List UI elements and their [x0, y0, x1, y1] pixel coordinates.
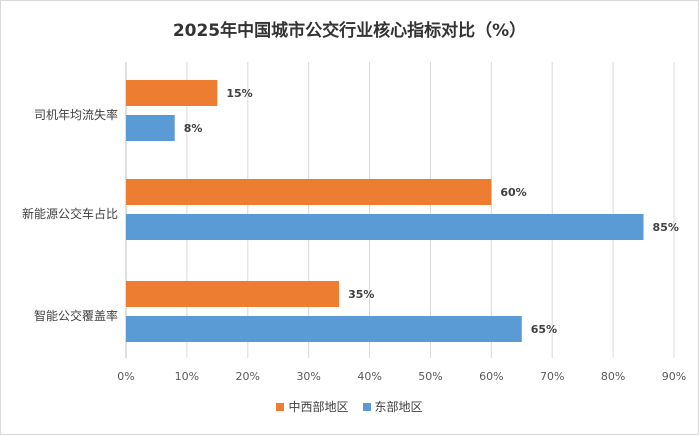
- legend-swatch-central-west: [276, 402, 285, 411]
- x-tick-label: 90%: [662, 370, 686, 383]
- category-label: 司机年均流失率: [34, 107, 118, 122]
- bar: [126, 316, 522, 342]
- legend-label-east: 东部地区: [374, 400, 423, 414]
- category-label: 智能公交覆盖率: [34, 308, 118, 323]
- data-label: 15%: [226, 87, 252, 100]
- data-label: 60%: [500, 186, 526, 199]
- category-label: 新能源公交车占比: [22, 206, 118, 221]
- x-tick-label: 30%: [296, 370, 320, 383]
- legend-item-central-west: 中西部地区: [276, 398, 349, 415]
- x-tick-label: 50%: [418, 370, 442, 383]
- bar: [126, 214, 644, 240]
- x-tick-label: 80%: [601, 370, 625, 383]
- bar: [126, 80, 218, 106]
- data-label: 35%: [348, 288, 374, 301]
- bar: [126, 179, 492, 205]
- x-tick-label: 70%: [540, 370, 564, 383]
- bar: [126, 115, 175, 141]
- legend-swatch-east: [362, 402, 371, 411]
- data-label: 8%: [184, 122, 203, 135]
- x-tick-label: 60%: [479, 370, 503, 383]
- data-label: 65%: [531, 323, 557, 336]
- chart-title: 2025年中国城市公交行业核心指标对比（%）: [172, 21, 527, 41]
- x-tick-label: 40%: [357, 370, 381, 383]
- x-tick-label: 10%: [175, 370, 199, 383]
- bar: [126, 281, 340, 307]
- legend-item-east: 东部地区: [362, 398, 423, 415]
- legend-label-central-west: 中西部地区: [288, 400, 349, 414]
- x-tick-label: 0%: [117, 370, 134, 383]
- data-label: 85%: [653, 221, 679, 234]
- x-tick-label: 20%: [236, 370, 260, 383]
- legend: 中西部地区 东部地区: [0, 398, 699, 415]
